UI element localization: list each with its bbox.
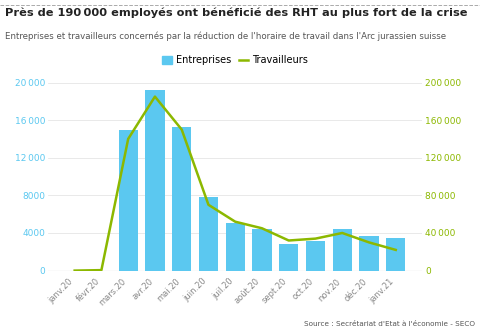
Text: Près de 190 000 employés ont bénéficié des RHT au plus fort de la crise: Près de 190 000 employés ont bénéficié d… xyxy=(5,7,468,18)
Text: Entreprises et travailleurs concernés par la réduction de l'horaire de travail d: Entreprises et travailleurs concernés pa… xyxy=(5,31,446,41)
Text: Source : Secrétariat d'Etat à l'économie - SECO: Source : Secrétariat d'Etat à l'économie… xyxy=(304,321,475,327)
Legend: Entreprises, Travailleurs: Entreprises, Travailleurs xyxy=(160,53,310,67)
Bar xyxy=(386,238,406,271)
Bar xyxy=(172,127,192,271)
Bar xyxy=(252,229,272,271)
Bar xyxy=(226,223,245,271)
Bar xyxy=(306,242,325,271)
Bar xyxy=(333,229,352,271)
Bar xyxy=(145,90,165,271)
Bar xyxy=(119,130,138,271)
Bar xyxy=(199,197,218,271)
Bar xyxy=(279,244,299,271)
Bar xyxy=(360,236,379,271)
